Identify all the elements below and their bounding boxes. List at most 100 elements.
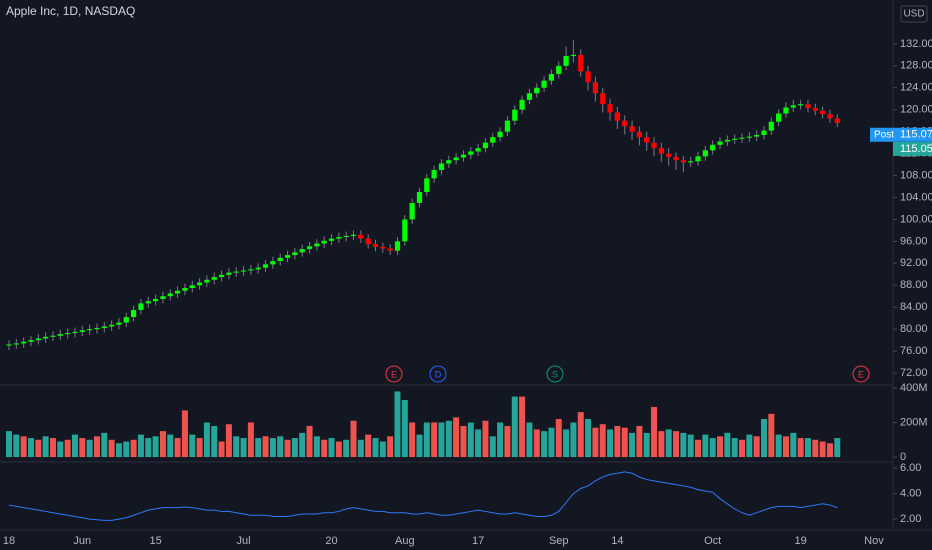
candle-body <box>277 257 283 262</box>
candle-body <box>526 93 533 100</box>
volume-bar <box>423 422 430 458</box>
candle-body <box>490 137 496 143</box>
volume-bar <box>599 424 606 458</box>
volume-bar <box>79 438 86 458</box>
volume-bar <box>130 439 137 458</box>
candle-body <box>519 99 525 110</box>
volume-bar <box>636 425 643 458</box>
chart-title: Apple Inc, 1D, NASDAQ <box>6 4 135 18</box>
y-tick-label: 4.00 <box>900 487 921 499</box>
volume-bar <box>335 441 342 458</box>
post-label: Post <box>874 129 894 140</box>
candle-body <box>827 114 833 119</box>
candle-body <box>570 54 577 56</box>
volume-bar <box>108 439 115 458</box>
candle-body <box>57 334 63 336</box>
volume-bar <box>357 439 364 458</box>
candle-body <box>87 329 93 331</box>
currency-label[interactable]: USD <box>903 9 924 20</box>
candle-body <box>255 267 261 270</box>
candle-body <box>314 243 320 247</box>
candle-body <box>416 192 423 203</box>
candle-body <box>270 261 276 265</box>
candle-body <box>409 202 415 220</box>
candle-body <box>424 178 430 192</box>
volume-bar <box>27 438 34 458</box>
volume-bar <box>489 436 496 458</box>
volume-bar <box>607 429 614 458</box>
volume-bar <box>203 422 210 458</box>
candle-body <box>680 160 686 163</box>
candle-body <box>453 157 459 161</box>
y-tick-label: 128.00 <box>900 60 932 72</box>
volume-bar <box>790 432 797 458</box>
y-tick-label: 104.00 <box>900 191 932 203</box>
event-label[interactable]: S <box>552 369 558 379</box>
candle-body <box>336 236 342 239</box>
volume-bar <box>826 443 833 458</box>
event-marker[interactable] <box>852 365 870 383</box>
event-label[interactable]: E <box>391 369 397 379</box>
volume-bar <box>673 431 680 458</box>
y-tick-label: 88.00 <box>900 279 928 291</box>
volume-bar <box>225 424 232 458</box>
candle-body <box>101 326 107 329</box>
volume-bar <box>643 432 650 458</box>
currency-box[interactable] <box>900 5 928 23</box>
candle-body <box>350 234 357 236</box>
candle-body <box>79 330 85 332</box>
x-tick-label: 20 <box>325 535 337 547</box>
candle-body <box>563 55 569 66</box>
y-tick-label: 72.00 <box>900 367 928 379</box>
candle-body <box>50 335 56 337</box>
event-label[interactable]: E <box>858 369 864 379</box>
volume-bar <box>167 434 174 458</box>
candle-body <box>702 150 708 157</box>
event-label[interactable]: D <box>435 369 442 379</box>
post-label-box <box>870 127 932 142</box>
volume-bar <box>328 438 335 458</box>
volume-bar <box>504 425 511 458</box>
event-marker[interactable] <box>429 365 447 383</box>
volume-bar <box>570 422 577 458</box>
volume-bar <box>819 441 826 458</box>
volume-bar <box>724 432 731 458</box>
volume-bar <box>533 429 540 458</box>
volume-bar <box>731 438 738 458</box>
volume-bar <box>409 422 416 458</box>
volume-bar <box>350 420 357 458</box>
last-price: 115.05 <box>900 143 932 155</box>
candle-body <box>138 303 144 310</box>
y-tick-label: 96.00 <box>900 235 928 247</box>
candle-body <box>776 113 782 122</box>
candle-body <box>292 252 298 256</box>
candle-body <box>262 264 269 268</box>
candle-body <box>28 340 34 342</box>
volume-bar <box>797 438 804 458</box>
volume-bar <box>321 439 328 458</box>
volume-bar <box>313 436 320 458</box>
volume-bar <box>760 419 767 458</box>
candle-body <box>145 301 151 304</box>
event-marker[interactable] <box>546 365 564 383</box>
volume-bar <box>152 436 159 458</box>
volume-bar <box>482 420 489 458</box>
event-marker[interactable] <box>385 365 403 383</box>
candle-body <box>306 246 313 250</box>
volume-bar <box>174 438 181 458</box>
candle-body <box>768 121 774 131</box>
volume-bar <box>189 434 196 458</box>
candle-body <box>556 65 562 75</box>
candle-body <box>446 160 452 164</box>
volume-bar <box>387 436 394 458</box>
volume-bar <box>145 438 152 458</box>
y-tick-label: 132.00 <box>900 38 932 50</box>
volume-bar <box>211 425 218 458</box>
candle-body <box>512 109 518 121</box>
volume-bar <box>775 434 782 458</box>
candle-body <box>607 104 613 113</box>
volume-bar <box>416 434 423 458</box>
volume-bar <box>35 439 42 458</box>
candle-body <box>35 338 41 341</box>
